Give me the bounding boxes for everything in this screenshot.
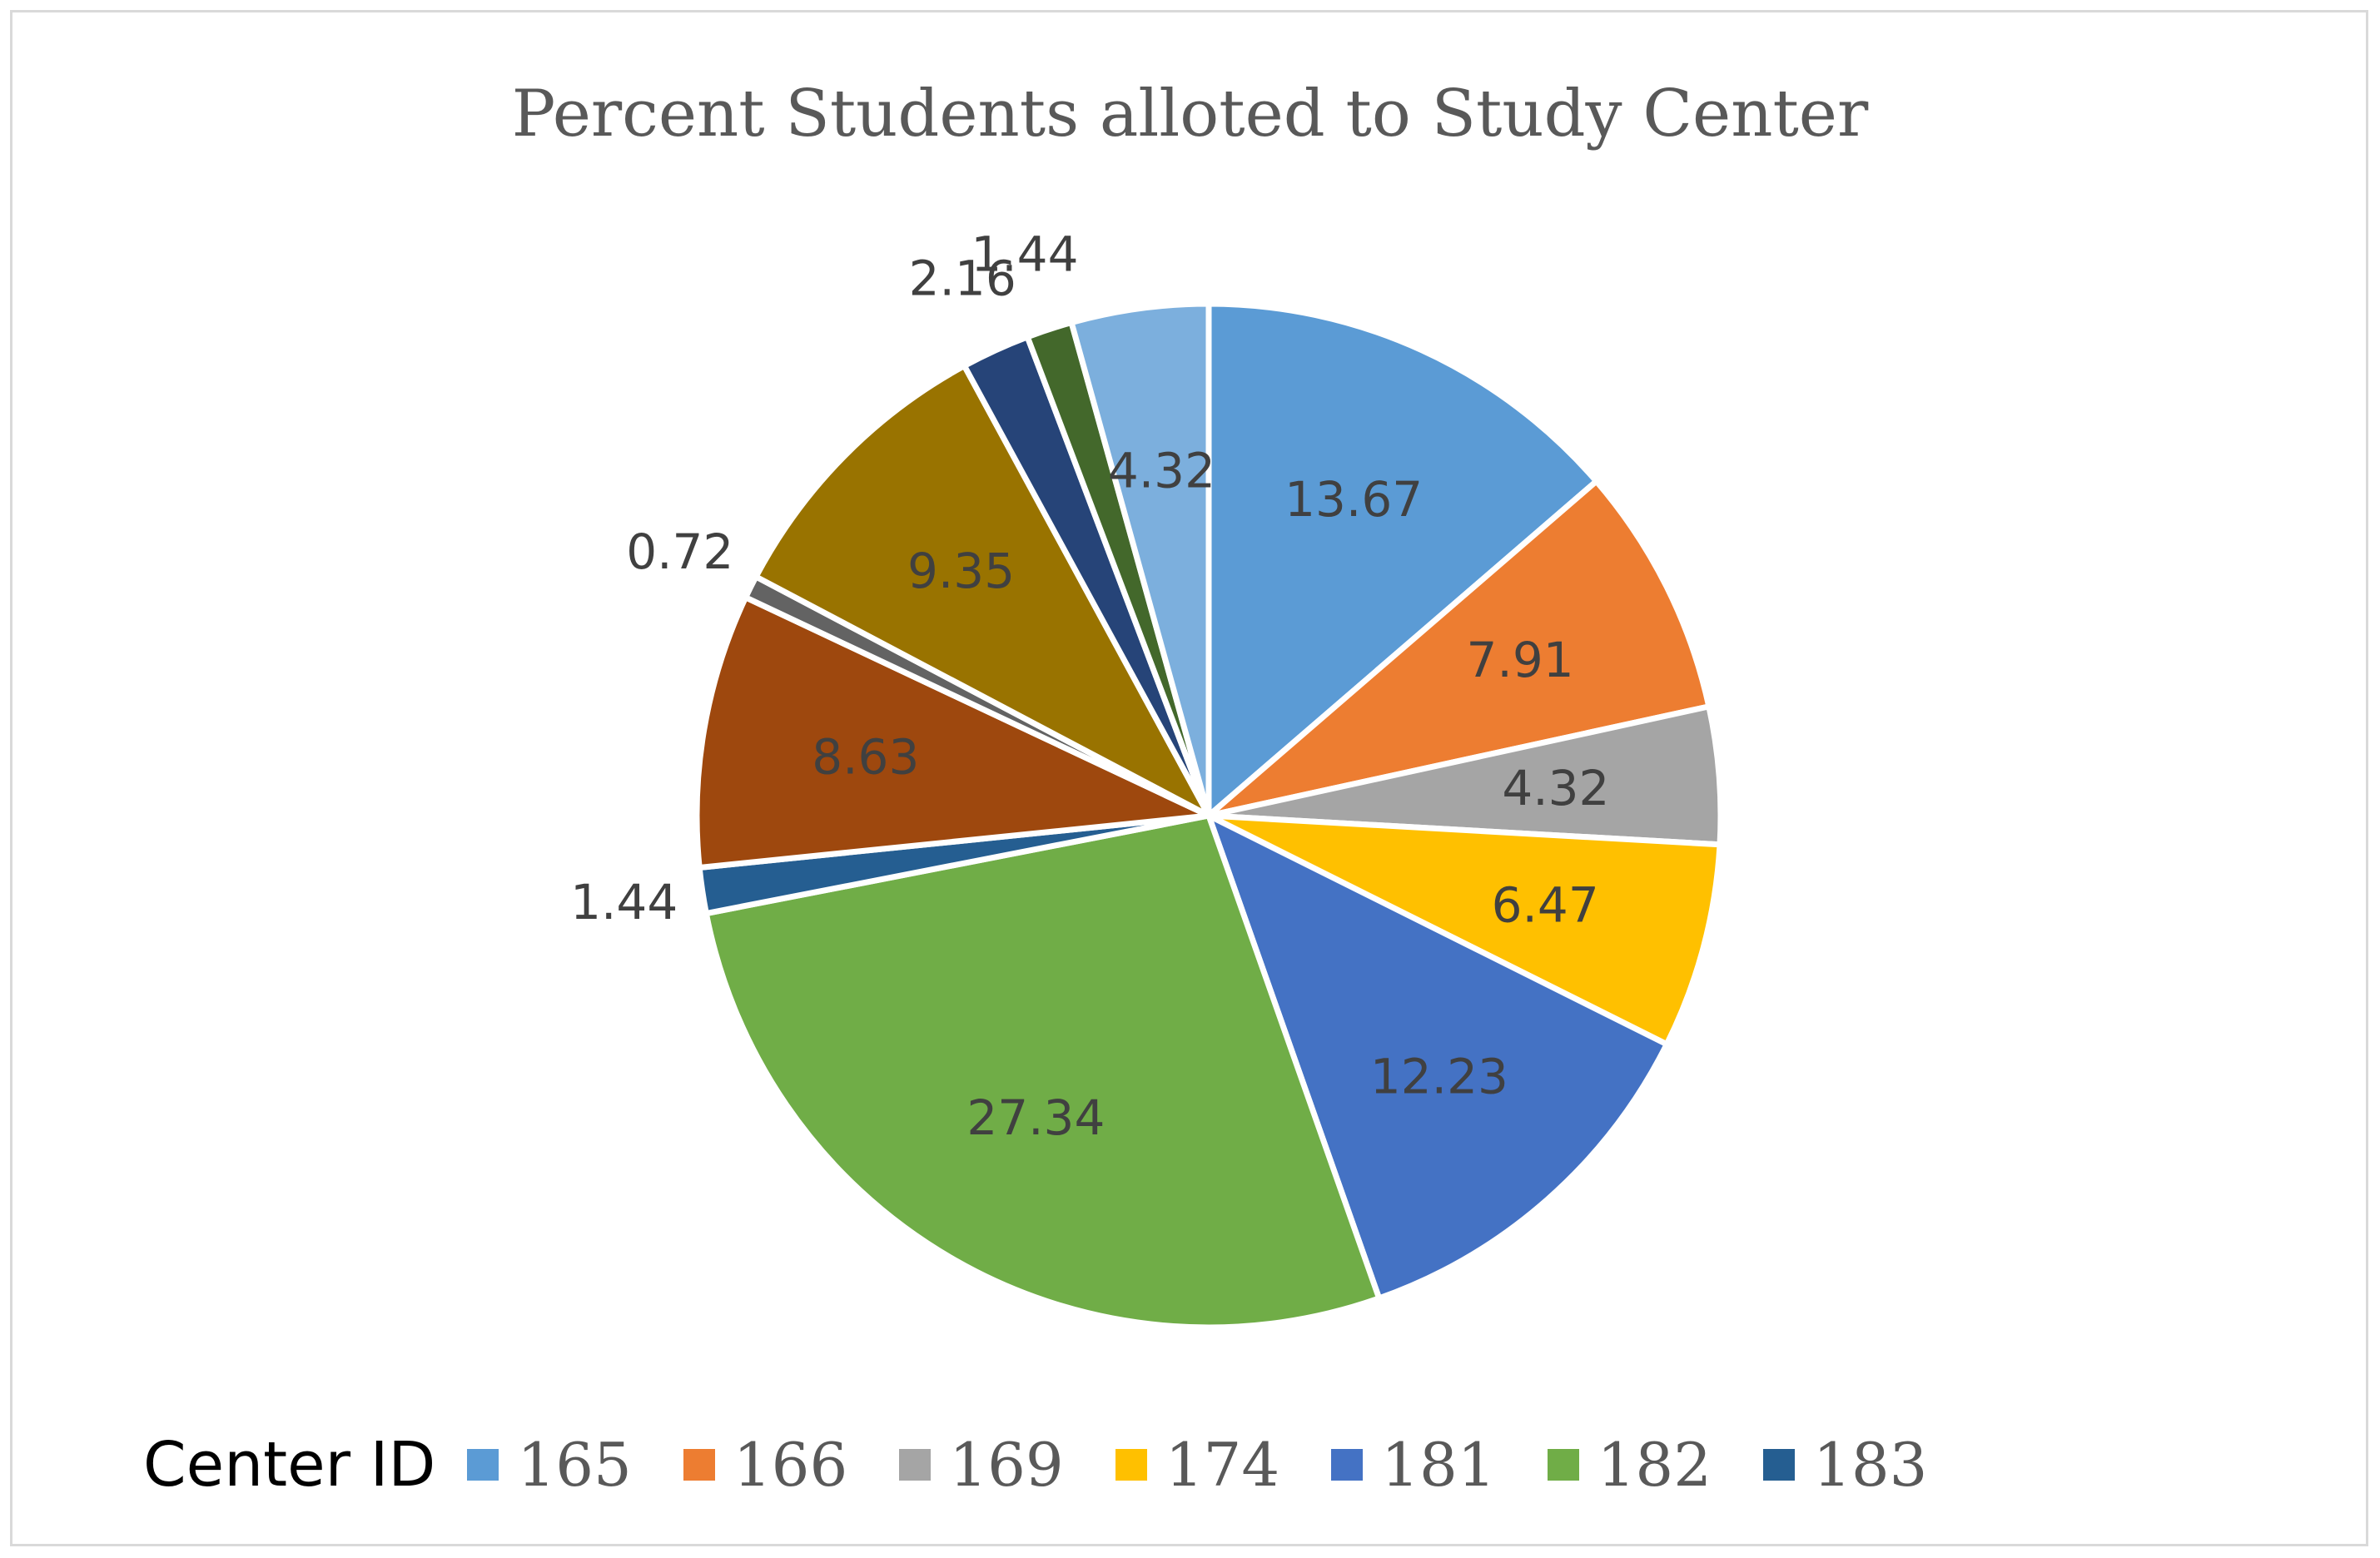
- pie-slice-1: [1205, 300, 1600, 819]
- pie-slice-13: [1068, 300, 1212, 819]
- legend-label: 166: [733, 1430, 848, 1500]
- legend-swatch: [467, 1449, 499, 1481]
- legend-item-165: 165: [467, 1430, 632, 1500]
- legend-label: 182: [1597, 1430, 1712, 1500]
- chart-title: Percent Students alloted to Study Center: [511, 77, 1869, 151]
- legend-label: 165: [517, 1430, 632, 1500]
- legend-title: Center ID: [143, 1429, 436, 1501]
- data-label-12: 1.44: [971, 226, 1078, 282]
- pie-slice-5: [1205, 812, 1670, 1302]
- legend-item-182: 182: [1547, 1430, 1712, 1500]
- legend-item-169: 169: [899, 1430, 1064, 1500]
- data-label-1: 13.67: [1284, 471, 1423, 528]
- legend-swatch: [1331, 1449, 1364, 1481]
- data-label-6: 27.34: [966, 1089, 1105, 1146]
- legend-item-166: 166: [683, 1430, 847, 1500]
- pie-slices: [693, 300, 1724, 1331]
- data-label-4: 6.47: [1492, 876, 1599, 933]
- pie-slice-10: [753, 363, 1212, 819]
- data-label-9: 0.72: [626, 523, 733, 580]
- data-label-5: 12.23: [1370, 1048, 1508, 1104]
- legend-swatch: [1115, 1449, 1147, 1481]
- legend-swatch: [899, 1449, 932, 1481]
- legend-swatch: [683, 1449, 715, 1481]
- data-label-10: 9.35: [907, 543, 1015, 599]
- legend-item-181: 181: [1331, 1430, 1496, 1500]
- pie-slice-8: [693, 594, 1212, 871]
- legend: Center ID 165 166 169 174 181 182 183: [143, 1419, 1979, 1511]
- data-label-7: 1.44: [570, 874, 678, 930]
- pie-data-labels: 13.67 7.91 4.32 6.47 12.23 27.34 1.44 8.63 0.72 9…: [570, 226, 1609, 1146]
- data-label-3: 4.32: [1502, 760, 1609, 816]
- legend-label: 183: [1813, 1430, 1928, 1500]
- legend-item-174: 174: [1115, 1430, 1279, 1500]
- data-label-11: 2.16: [909, 251, 1016, 307]
- data-label-2: 7.91: [1467, 632, 1574, 688]
- legend-swatch: [1763, 1449, 1796, 1481]
- legend-label: 169: [949, 1430, 1064, 1500]
- legend-item-183: 183: [1763, 1430, 1927, 1500]
- pie-slice-4: [1205, 812, 1723, 1048]
- data-label-8: 8.63: [812, 729, 919, 786]
- legend-label: 174: [1165, 1430, 1280, 1500]
- legend-swatch: [1547, 1449, 1579, 1481]
- data-label-13: 4.32: [1108, 443, 1215, 499]
- pie-slice-6: [703, 812, 1383, 1331]
- legend-label: 181: [1381, 1430, 1496, 1500]
